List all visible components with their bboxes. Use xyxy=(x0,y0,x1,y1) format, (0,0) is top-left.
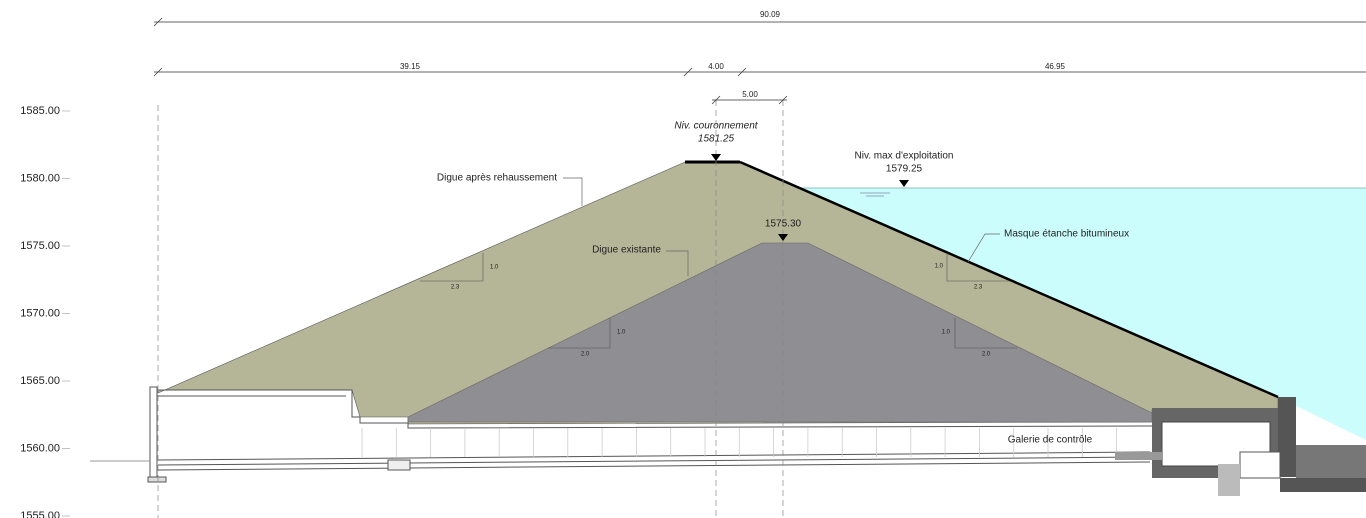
max-level-label: Niv. max d'exploitation xyxy=(855,151,954,162)
level-marker xyxy=(711,154,721,161)
slope-run: 2.3 xyxy=(451,285,460,291)
bituminous-mask xyxy=(739,160,1279,399)
slope-run: 2.3 xyxy=(974,285,983,291)
elevation-label: 1570.00 xyxy=(20,307,60,319)
foundation xyxy=(90,386,1153,483)
elevation-label: 1585.00 xyxy=(20,105,60,117)
dimension-existing-crest: 5.00 xyxy=(742,90,758,99)
slope-run: 2.0 xyxy=(982,352,991,358)
slope-marks xyxy=(420,253,1017,349)
gallery-label: Galerie de contrôle xyxy=(1008,435,1093,446)
slope-run: 2.0 xyxy=(581,352,590,358)
leaders xyxy=(563,177,1000,276)
mask-label: Masque étanche bitumineux xyxy=(1004,229,1129,240)
elevation-label: 1575.00 xyxy=(20,240,60,252)
dimension-upstream: 39.15 xyxy=(400,62,421,71)
dimension-downstream: 46.95 xyxy=(1045,62,1066,71)
existing-crest-level: 1575.30 xyxy=(765,219,802,230)
dimension-crest: 4.00 xyxy=(708,62,724,71)
slope-rise: 1.0 xyxy=(942,330,951,336)
existing-dam-label: Digue existante xyxy=(592,245,661,256)
crest-label: Niv. couronnement xyxy=(674,121,758,132)
elevation-label: 1580.00 xyxy=(20,172,60,184)
elevation-scale: 1585.00 1580.00 1575.00 1570.00 1565.00 1560.… xyxy=(20,105,70,518)
gallery-ribs xyxy=(361,428,1117,457)
slope-rise: 1.0 xyxy=(617,330,626,336)
slope-rise: 1.0 xyxy=(490,265,499,271)
elevation-label: 1555.00 xyxy=(20,510,60,518)
slope-rise: 1.0 xyxy=(935,264,944,270)
control-gallery xyxy=(1115,397,1366,496)
level-marker xyxy=(899,180,909,187)
elevation-label: 1560.00 xyxy=(20,442,60,454)
raised-dam-label: Digue après rehaussement xyxy=(437,173,557,184)
level-marker xyxy=(778,234,788,241)
axis-lines xyxy=(157,100,784,518)
dimension-lines xyxy=(153,17,1366,105)
elevation-label: 1565.00 xyxy=(20,375,60,387)
crest-level: 1581.25 xyxy=(698,134,735,145)
dimension-total: 90.09 xyxy=(760,10,781,19)
reservoir xyxy=(800,188,1366,440)
max-level-value: 1579.25 xyxy=(886,164,923,175)
